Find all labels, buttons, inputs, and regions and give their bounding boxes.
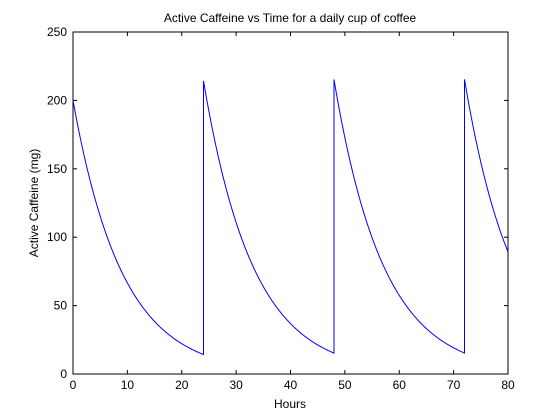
y-axis-ticks: 0 50 100 150 200 250: [47, 25, 508, 381]
y-tick-label: 200: [47, 93, 67, 107]
x-tick-label: 80: [501, 378, 515, 392]
y-axis-label: Active Caffeine (mg): [27, 149, 41, 258]
x-tick-label: 50: [338, 378, 352, 392]
y-tick-label: 250: [47, 25, 67, 39]
y-tick-label: 100: [47, 230, 67, 244]
y-tick-label: 50: [54, 299, 68, 313]
x-axis-label: Hours: [274, 397, 306, 411]
x-tick-label: 40: [284, 378, 298, 392]
x-tick-label: 10: [121, 378, 135, 392]
y-tick-label: 0: [60, 367, 67, 381]
x-axis-ticks: 0 10 20 30 40 50 60 70 80: [70, 32, 515, 392]
series-group: [72, 79, 509, 356]
x-tick-label: 0: [70, 378, 77, 392]
chart-title: Active Caffeine vs Time for a daily cup …: [164, 11, 417, 25]
caffeine-series-line: [72, 79, 509, 356]
x-tick-label: 20: [175, 378, 189, 392]
x-tick-label: 60: [393, 378, 407, 392]
y-tick-label: 150: [47, 162, 67, 176]
plot-area: [72, 31, 509, 375]
x-tick-label: 30: [229, 378, 243, 392]
x-tick-label: 70: [447, 378, 461, 392]
